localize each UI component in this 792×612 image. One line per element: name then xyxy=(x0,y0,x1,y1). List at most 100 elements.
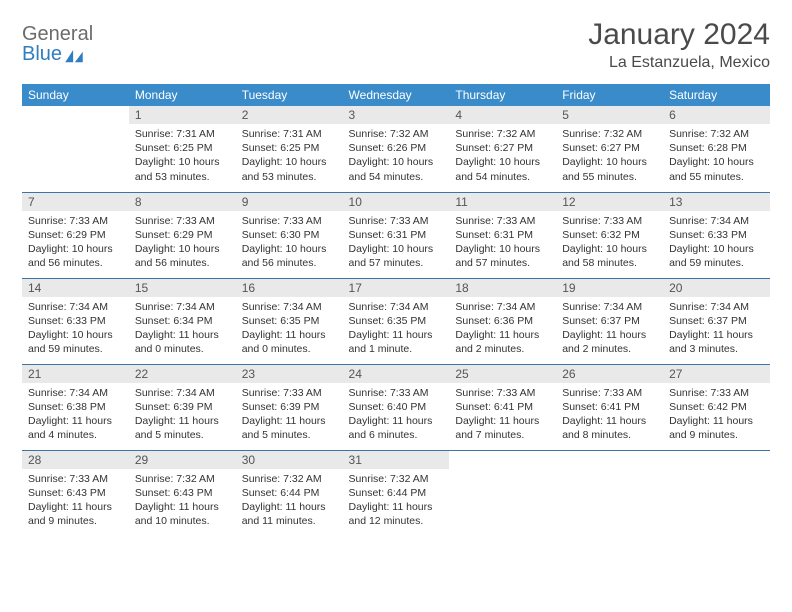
day-detail: Sunrise: 7:34 AMSunset: 6:35 PMDaylight:… xyxy=(343,297,450,361)
sunset-line: Sunset: 6:37 PM xyxy=(562,314,657,328)
sunrise-line: Sunrise: 7:33 AM xyxy=(28,472,123,486)
sunrise-line: Sunrise: 7:32 AM xyxy=(562,127,657,141)
calendar-week-row: 7Sunrise: 7:33 AMSunset: 6:29 PMDaylight… xyxy=(22,192,770,278)
calendar-week-row: 21Sunrise: 7:34 AMSunset: 6:38 PMDayligh… xyxy=(22,364,770,450)
day-detail: Sunrise: 7:33 AMSunset: 6:31 PMDaylight:… xyxy=(449,211,556,275)
day-number xyxy=(449,451,556,469)
sunset-line: Sunset: 6:34 PM xyxy=(135,314,230,328)
calendar-day-cell: 27Sunrise: 7:33 AMSunset: 6:42 PMDayligh… xyxy=(663,364,770,450)
daylight-line: Daylight: 11 hours and 5 minutes. xyxy=(135,414,230,442)
sunset-line: Sunset: 6:27 PM xyxy=(455,141,550,155)
day-number: 3 xyxy=(343,106,450,124)
daylight-line: Daylight: 11 hours and 8 minutes. xyxy=(562,414,657,442)
calendar-day-cell: 3Sunrise: 7:32 AMSunset: 6:26 PMDaylight… xyxy=(343,106,450,192)
daylight-line: Daylight: 11 hours and 9 minutes. xyxy=(669,414,764,442)
calendar-day-cell xyxy=(449,450,556,536)
sunrise-line: Sunrise: 7:34 AM xyxy=(562,300,657,314)
calendar-week-row: 14Sunrise: 7:34 AMSunset: 6:33 PMDayligh… xyxy=(22,278,770,364)
calendar-day-cell: 18 Sunrise: 7:34 AMSunset: 6:36 PMDayligh… xyxy=(449,278,556,364)
sunset-line: Sunset: 6:44 PM xyxy=(242,486,337,500)
weekday-header: Friday xyxy=(556,84,663,106)
sunrise-line: Sunrise: 7:32 AM xyxy=(349,127,444,141)
day-number: 8 xyxy=(129,193,236,211)
sunset-line: Sunset: 6:25 PM xyxy=(242,141,337,155)
sunrise-line: Sunrise: 7:33 AM xyxy=(562,214,657,228)
day-number: 16 xyxy=(236,279,343,297)
calendar-day-cell: 28Sunrise: 7:33 AMSunset: 6:43 PMDayligh… xyxy=(22,450,129,536)
calendar-day-cell: 1Sunrise: 7:31 AMSunset: 6:25 PMDaylight… xyxy=(129,106,236,192)
daylight-line: Daylight: 10 hours and 54 minutes. xyxy=(349,155,444,183)
calendar-day-cell: 23Sunrise: 7:33 AMSunset: 6:39 PMDayligh… xyxy=(236,364,343,450)
day-number: 13 xyxy=(663,193,770,211)
calendar-day-cell: 25Sunrise: 7:33 AMSunset: 6:41 PMDayligh… xyxy=(449,364,556,450)
day-detail: Sunrise: 7:31 AMSunset: 6:25 PMDaylight:… xyxy=(129,124,236,188)
day-detail: Sunrise: 7:33 AMSunset: 6:29 PMDaylight:… xyxy=(22,211,129,275)
weekday-header: Saturday xyxy=(663,84,770,106)
calendar-day-cell: 15Sunrise: 7:34 AMSunset: 6:34 PMDayligh… xyxy=(129,278,236,364)
weekday-header: Sunday xyxy=(22,84,129,106)
daylight-line: Daylight: 11 hours and 2 minutes. xyxy=(455,328,550,356)
day-number: 5 xyxy=(556,106,663,124)
day-detail: Sunrise: 7:33 AMSunset: 6:30 PMDaylight:… xyxy=(236,211,343,275)
day-number: 4 xyxy=(449,106,556,124)
day-number: 1 xyxy=(129,106,236,124)
day-number: 9 xyxy=(236,193,343,211)
sunrise-line: Sunrise: 7:34 AM xyxy=(28,300,123,314)
day-number xyxy=(22,106,129,124)
sunset-line: Sunset: 6:41 PM xyxy=(562,400,657,414)
calendar-day-cell: 22Sunrise: 7:34 AMSunset: 6:39 PMDayligh… xyxy=(129,364,236,450)
weekday-header-row: SundayMondayTuesdayWednesdayThursdayFrid… xyxy=(22,84,770,106)
day-number: 18 xyxy=(449,279,556,297)
calendar-day-cell: 8Sunrise: 7:33 AMSunset: 6:29 PMDaylight… xyxy=(129,192,236,278)
daylight-line: Daylight: 10 hours and 53 minutes. xyxy=(242,155,337,183)
calendar-day-cell: 16Sunrise: 7:34 AMSunset: 6:35 PMDayligh… xyxy=(236,278,343,364)
sunrise-line: Sunrise: 7:33 AM xyxy=(669,386,764,400)
day-number: 28 xyxy=(22,451,129,469)
sunset-line: Sunset: 6:29 PM xyxy=(135,228,230,242)
sunrise-line: Sunrise: 7:34 AM xyxy=(349,300,444,314)
day-detail: Sunrise: 7:32 AMSunset: 6:28 PMDaylight:… xyxy=(663,124,770,188)
day-detail: Sunrise: 7:34 AMSunset: 6:38 PMDaylight:… xyxy=(22,383,129,447)
brand-logo: General Blue xyxy=(22,18,93,64)
day-detail: Sunrise: 7:33 AMSunset: 6:42 PMDaylight:… xyxy=(663,383,770,447)
calendar-day-cell: 20Sunrise: 7:34 AMSunset: 6:37 PMDayligh… xyxy=(663,278,770,364)
day-detail: Sunrise: 7:34 AMSunset: 6:37 PMDaylight:… xyxy=(556,297,663,361)
day-number: 29 xyxy=(129,451,236,469)
sunrise-line: Sunrise: 7:34 AM xyxy=(669,300,764,314)
calendar-day-cell: 2Sunrise: 7:31 AMSunset: 6:25 PMDaylight… xyxy=(236,106,343,192)
daylight-line: Daylight: 10 hours and 56 minutes. xyxy=(242,242,337,270)
sunrise-line: Sunrise: 7:34 AM xyxy=(28,386,123,400)
day-detail: Sunrise: 7:32 AMSunset: 6:27 PMDaylight:… xyxy=(449,124,556,188)
daylight-line: Daylight: 11 hours and 10 minutes. xyxy=(135,500,230,528)
day-number: 23 xyxy=(236,365,343,383)
day-number: 27 xyxy=(663,365,770,383)
day-number: 7 xyxy=(22,193,129,211)
sunset-line: Sunset: 6:31 PM xyxy=(455,228,550,242)
calendar-day-cell: 31Sunrise: 7:32 AMSunset: 6:44 PMDayligh… xyxy=(343,450,450,536)
day-number: 26 xyxy=(556,365,663,383)
location: La Estanzuela, Mexico xyxy=(588,54,770,72)
day-number: 15 xyxy=(129,279,236,297)
calendar-day-cell: 30Sunrise: 7:32 AMSunset: 6:44 PMDayligh… xyxy=(236,450,343,536)
daylight-line: Daylight: 11 hours and 5 minutes. xyxy=(242,414,337,442)
sunset-line: Sunset: 6:36 PM xyxy=(455,314,550,328)
sunrise-line: Sunrise: 7:34 AM xyxy=(455,300,550,314)
calendar-day-cell: 12Sunrise: 7:33 AMSunset: 6:32 PMDayligh… xyxy=(556,192,663,278)
sunrise-line: Sunrise: 7:32 AM xyxy=(242,472,337,486)
sunrise-line: Sunrise: 7:33 AM xyxy=(455,214,550,228)
day-number xyxy=(663,451,770,469)
brand-line1: General xyxy=(22,24,93,44)
sunrise-line: Sunrise: 7:33 AM xyxy=(455,386,550,400)
sunset-line: Sunset: 6:29 PM xyxy=(28,228,123,242)
calendar-day-cell: 29Sunrise: 7:32 AMSunset: 6:43 PMDayligh… xyxy=(129,450,236,536)
daylight-line: Daylight: 11 hours and 7 minutes. xyxy=(455,414,550,442)
calendar-day-cell: 5Sunrise: 7:32 AMSunset: 6:27 PMDaylight… xyxy=(556,106,663,192)
calendar-week-row: 28Sunrise: 7:33 AMSunset: 6:43 PMDayligh… xyxy=(22,450,770,536)
day-number: 12 xyxy=(556,193,663,211)
sail-icon xyxy=(65,50,83,64)
day-number: 17 xyxy=(343,279,450,297)
sunrise-line: Sunrise: 7:33 AM xyxy=(28,214,123,228)
daylight-line: Daylight: 10 hours and 53 minutes. xyxy=(135,155,230,183)
daylight-line: Daylight: 11 hours and 0 minutes. xyxy=(242,328,337,356)
day-detail: Sunrise: 7:33 AMSunset: 6:32 PMDaylight:… xyxy=(556,211,663,275)
